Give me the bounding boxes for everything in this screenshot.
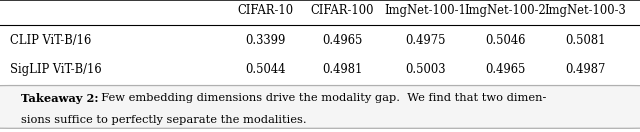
Text: 0.5003: 0.5003 bbox=[405, 63, 446, 76]
Text: CLIP ViT-B/16: CLIP ViT-B/16 bbox=[10, 34, 91, 47]
Text: CIFAR-100: CIFAR-100 bbox=[310, 4, 374, 17]
Text: 0.4981: 0.4981 bbox=[322, 63, 363, 76]
Text: CIFAR-10: CIFAR-10 bbox=[237, 4, 294, 17]
Text: 0.5044: 0.5044 bbox=[245, 63, 286, 76]
Text: SigLIP ViT-B/16: SigLIP ViT-B/16 bbox=[10, 63, 101, 76]
Text: 0.3399: 0.3399 bbox=[245, 34, 286, 47]
Text: ImgNet-100-3: ImgNet-100-3 bbox=[545, 4, 627, 17]
Text: 0.5046: 0.5046 bbox=[485, 34, 526, 47]
Text: 0.4987: 0.4987 bbox=[565, 63, 606, 76]
Text: Few embedding dimensions drive the modality gap.  We find that two dimen-: Few embedding dimensions drive the modal… bbox=[94, 93, 546, 103]
Text: sions suffice to perfectly separate the modalities.: sions suffice to perfectly separate the … bbox=[20, 115, 307, 125]
Text: ImgNet-100-2: ImgNet-100-2 bbox=[465, 4, 547, 17]
Text: 0.4965: 0.4965 bbox=[322, 34, 363, 47]
Text: 0.4965: 0.4965 bbox=[485, 63, 526, 76]
Text: ImgNet-100-1: ImgNet-100-1 bbox=[385, 4, 467, 17]
FancyBboxPatch shape bbox=[0, 86, 640, 128]
Text: Takeaway 2:: Takeaway 2: bbox=[20, 93, 99, 104]
Text: 0.5081: 0.5081 bbox=[565, 34, 606, 47]
Text: 0.4975: 0.4975 bbox=[405, 34, 446, 47]
